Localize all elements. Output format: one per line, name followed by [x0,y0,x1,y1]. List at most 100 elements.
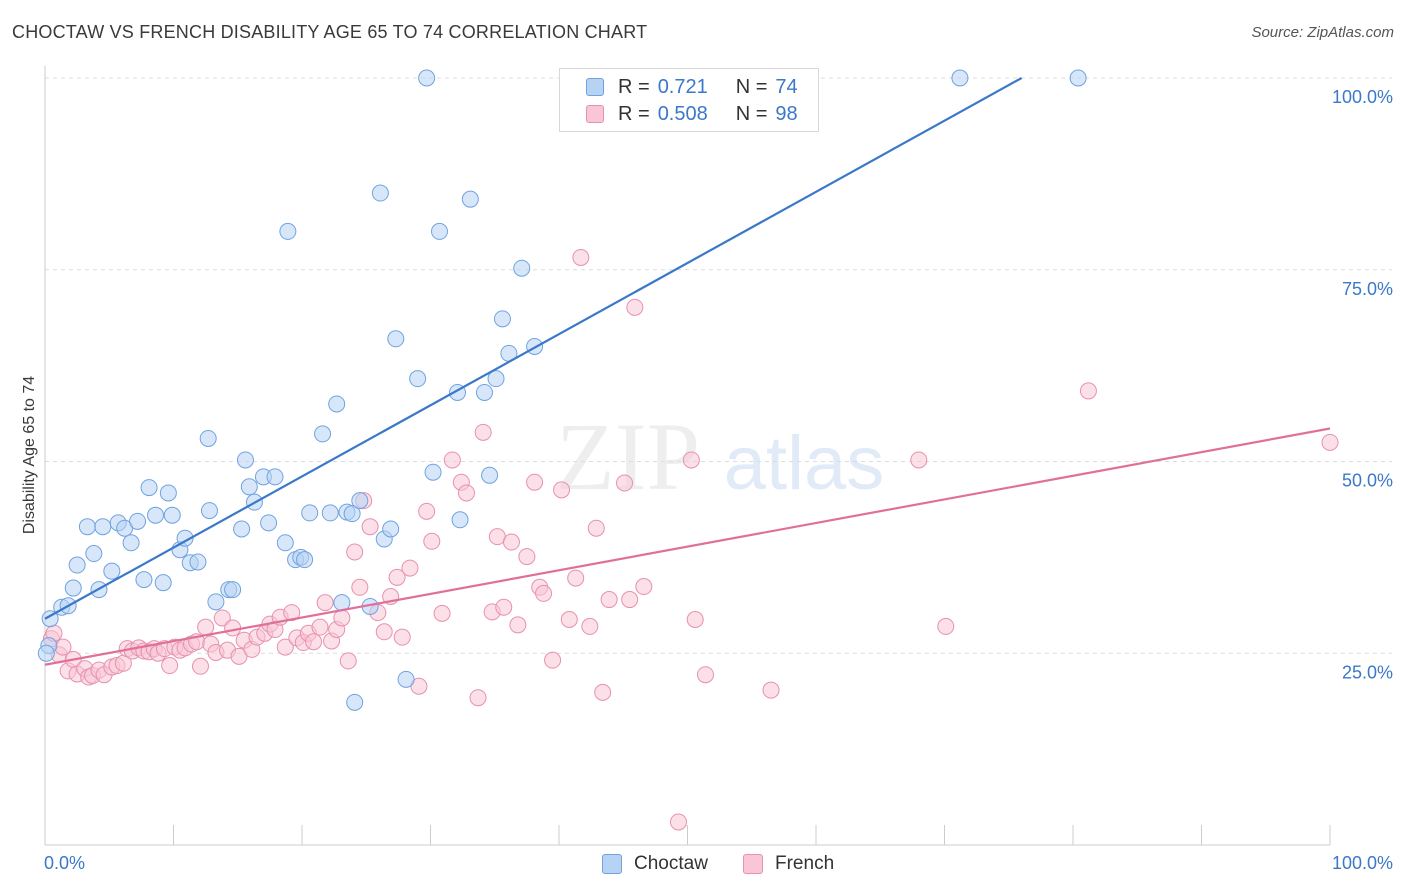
choctaw-point [122,534,140,552]
french-point [495,598,513,616]
choctaw-point [154,574,172,592]
choctaw-point [951,69,969,87]
choctaw-point [424,463,442,481]
choctaw-point [351,492,369,510]
french-point [509,616,527,634]
french-point [418,502,436,520]
choctaw-point [343,505,361,523]
choctaw-point [199,429,217,447]
choctaw-point [397,670,415,688]
french-point [191,657,209,675]
choctaw-point [135,571,153,589]
french-point [339,652,357,670]
watermark: ZIP atlas [556,403,884,510]
choctaw-point [68,556,86,574]
french-point [762,681,780,699]
choctaw-point [387,330,405,348]
x-tick-label-max: 100.0% [1332,853,1393,873]
legend-n-value-choctaw: 74 [775,75,798,98]
french-point [567,569,585,587]
y-axis-label: Disability Age 65 to 74 [21,375,38,535]
choctaw-point [296,551,314,569]
french-point [544,651,562,669]
choctaw-point [94,518,112,536]
choctaw-point [481,466,499,484]
french-point [305,633,323,651]
french-point [283,604,301,622]
french-point [1079,382,1097,400]
french-point [361,518,379,536]
legend-r-value-french: 0.508 [657,102,708,125]
choctaw-point [382,520,400,538]
choctaw-point [266,468,284,486]
legend-r-value-choctaw: 0.721 [657,75,708,98]
french-point [535,584,553,602]
french-point [670,813,688,831]
french-point [682,451,700,469]
choctaw-point [163,506,181,524]
choctaw-point [1069,69,1087,87]
choctaw-point [129,512,147,530]
bottom-legend-choctaw: Choctaw [602,852,708,876]
trend-lines [44,77,1331,666]
choctaw-point [189,553,207,571]
french-point [443,451,461,469]
legend-n-label: N = [735,102,768,125]
french-point [311,618,329,636]
french-point [1321,433,1339,451]
choctaw-point [301,504,319,522]
chart-source: Source: ZipAtlas.com [1251,24,1394,41]
french-point [346,543,364,561]
french-point [316,594,334,612]
french-point [276,638,294,656]
choctaw-point [513,259,531,277]
choctaw-point [200,502,218,520]
legend-swatch-choctaw [586,78,604,96]
choctaw-point [207,593,225,611]
french-point [581,617,599,635]
choctaw-point [233,520,251,538]
choctaw-point [159,484,177,502]
french-point [488,528,506,546]
french-point [621,591,639,609]
french-point [696,666,714,684]
french-point [937,617,955,635]
french-point [224,619,242,637]
legend-r-label: R = [618,102,650,125]
french-point [423,532,441,550]
french-point [401,559,419,577]
legend-r-label: R = [618,75,650,98]
french-point [686,611,704,629]
bottom-legend-french: French [743,852,834,876]
tick-labels: 25.0% 50.0% 75.0% 100.0% 0.0% 100.0% [44,87,1393,873]
choctaw-point [240,478,258,496]
french-point [587,519,605,537]
choctaw-point [461,190,479,208]
legend-n-label: N = [735,75,768,98]
series-choctaw [37,69,1087,711]
french-point [518,548,536,566]
choctaw-point [346,693,364,711]
french-point [600,591,618,609]
french-point [213,609,231,627]
french-point [502,533,520,551]
choctaw-point [37,644,55,662]
french-point [469,689,487,707]
french-point [388,568,406,586]
choctaw-point [279,222,297,240]
choctaw-point [64,579,82,597]
french-point [635,578,653,596]
stats-legend: R = 0.721 N = 74 R = 0.508 N = 98 [559,68,819,132]
axes [44,66,1331,846]
french-point [474,423,492,441]
legend-row-choctaw: R = 0.721 N = 74 [586,75,798,99]
french-point [375,623,393,641]
series-french [42,248,1339,831]
gridlines [45,77,1392,654]
choctaw-point [147,506,165,524]
choctaw-point [78,518,96,536]
legend-n-value-french: 98 [775,102,798,125]
french-point [626,298,644,316]
legend-swatch-french [586,105,604,123]
french-point [197,618,215,636]
